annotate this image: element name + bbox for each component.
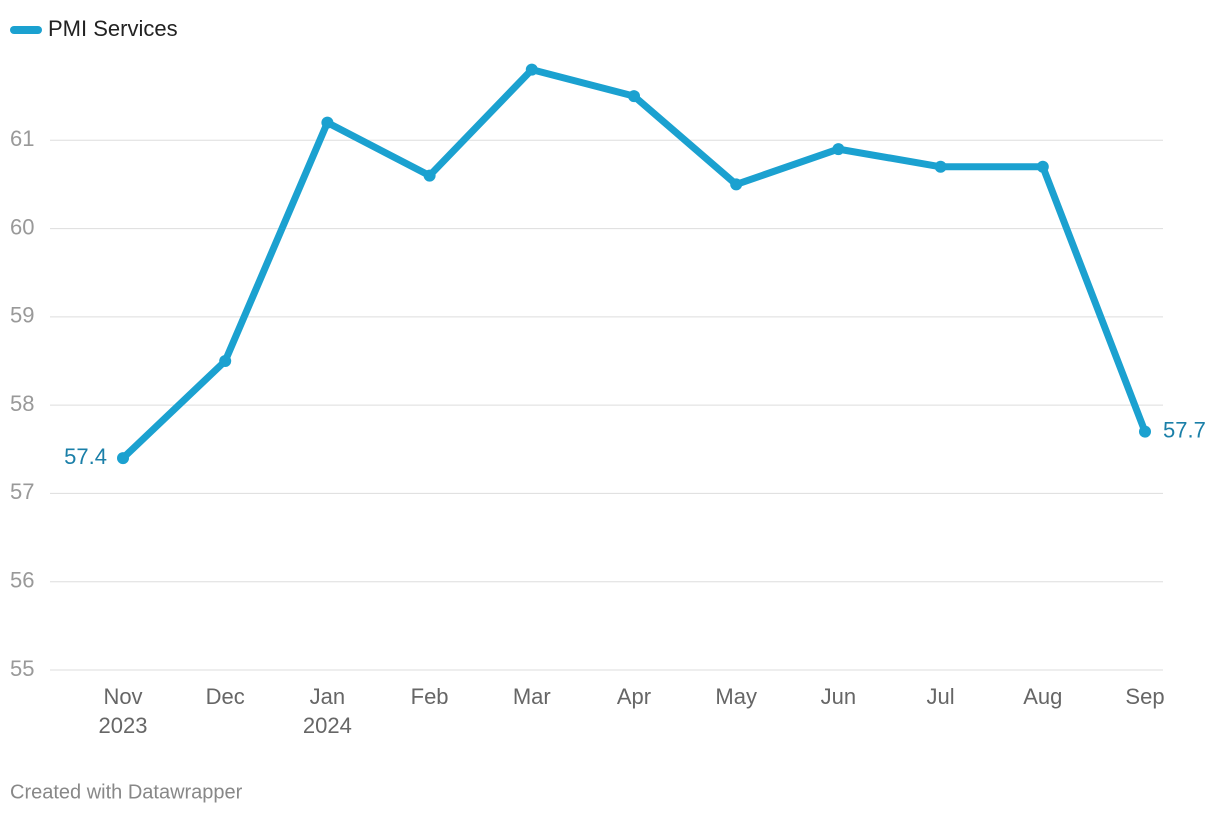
x-tick-label: Jan 2024: [302, 684, 352, 738]
x-tick-label: Feb: [410, 684, 449, 709]
footer: Created with Datawrapper: [10, 781, 243, 803]
y-tick-label: 59: [10, 303, 34, 328]
x-tick-label: Jul: [926, 684, 955, 709]
point: [832, 143, 845, 156]
x-tick-label: Sep: [1125, 684, 1165, 709]
point: [525, 63, 538, 76]
y-tick-label: 57: [10, 479, 34, 504]
point: [934, 160, 947, 173]
x-tick-label: Nov 2023: [98, 684, 148, 738]
point: [628, 90, 640, 103]
x-tick-label: May: [715, 684, 757, 709]
legend-label: PMI Services: [48, 16, 178, 41]
value-label: 57.7: [1163, 417, 1206, 442]
y-tick-label: 60: [10, 214, 34, 239]
point: [117, 452, 129, 465]
legend-swatch: [10, 26, 42, 34]
line: [119, 66, 1149, 462]
point: [1036, 160, 1049, 173]
x-tick-label: Apr: [616, 684, 652, 709]
point: [1139, 425, 1151, 438]
point: [730, 178, 743, 191]
x-tick-label: Mar: [512, 684, 551, 709]
point: [219, 355, 232, 367]
x-tick-label: Dec: [205, 684, 245, 709]
y-tick-label: 61: [10, 126, 34, 151]
value-label: 57.4: [64, 444, 107, 469]
x-tick-label: Aug: [1023, 684, 1063, 709]
point: [423, 169, 436, 182]
point: [321, 116, 334, 129]
x-tick-label: Jun: [820, 684, 857, 709]
y-tick-label: 58: [10, 391, 34, 416]
y-tick-label: 56: [10, 568, 34, 593]
y-tick-label: 55: [10, 656, 34, 681]
